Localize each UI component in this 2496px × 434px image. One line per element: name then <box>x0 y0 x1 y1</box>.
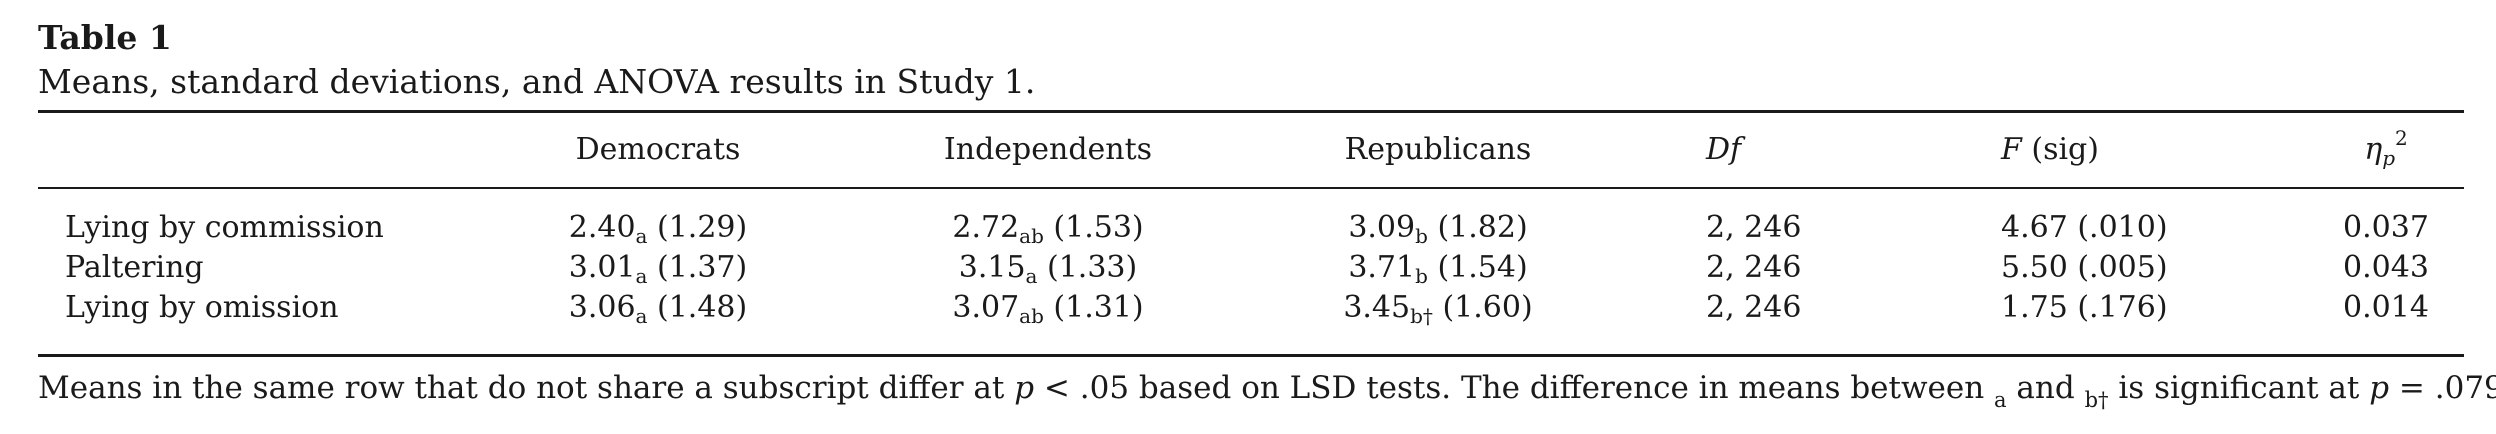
header-sig-text: (sig) <box>2021 132 2099 167</box>
table-label: Table 1 <box>38 18 172 57</box>
table-top-rule <box>38 110 2464 113</box>
cell-f-sig: 5.50 (.005) <box>2001 250 2168 285</box>
table-header-rule <box>38 187 2464 189</box>
mean-value: 3.71 <box>1348 250 1416 285</box>
note-text: < .05 based on LSD tests. The difference… <box>1034 370 1995 406</box>
group-subscript: ab <box>1019 224 1044 248</box>
cell-f-sig: 4.67 (.010) <box>2001 210 2168 245</box>
cell-independents: 2.72ab (1.53) <box>918 208 1178 248</box>
sd-value: (1.82) <box>1427 210 1528 245</box>
sd-value: (1.31) <box>1043 290 1144 325</box>
table-figure: Table 1 Means, standard deviations, and … <box>38 14 2496 411</box>
mean-value: 3.15 <box>958 250 1026 285</box>
note-p-symbol: p <box>2369 370 2390 406</box>
row-label: Paltering <box>65 250 204 285</box>
group-subscript: b <box>1415 224 1428 248</box>
header-eta-symbol: η <box>2364 132 2383 167</box>
table-caption: Means, standard deviations, and ANOVA re… <box>38 62 1036 101</box>
cell-eta-squared: 0.014 <box>2343 290 2429 325</box>
header-republicans: Republicans <box>1344 132 1532 167</box>
sd-value: (1.29) <box>647 210 748 245</box>
group-subscript: b <box>1415 264 1428 288</box>
mean-value: 3.09 <box>1348 210 1416 245</box>
group-subscript: ab <box>1019 304 1044 328</box>
mean-value: 3.45 <box>1343 290 1411 325</box>
sd-value: (1.48) <box>647 290 748 325</box>
cell-independents: 3.15a (1.33) <box>918 248 1178 288</box>
group-subscript: a <box>635 304 648 328</box>
sd-value: (1.60) <box>1432 290 1533 325</box>
header-eta-subscript: p <box>2382 146 2396 170</box>
table-row: Lying by omission 3.06a (1.48) 3.07ab (1… <box>38 288 2464 328</box>
cell-republicans: 3.45b† (1.60) <box>1308 288 1568 328</box>
mean-value: 3.06 <box>568 290 636 325</box>
note-text: is significant at <box>2108 370 2370 406</box>
sd-value: (1.33) <box>1037 250 1138 285</box>
cell-republicans: 3.09b (1.82) <box>1308 208 1568 248</box>
mean-value: 3.01 <box>568 250 636 285</box>
table-bottom-rule <box>38 354 2464 357</box>
cell-democrats: 3.01a (1.37) <box>558 248 758 288</box>
row-label: Lying by omission <box>65 290 339 325</box>
cell-eta-squared: 0.043 <box>2343 250 2429 285</box>
cell-df: 2, 246 <box>1706 210 1802 245</box>
cell-independents: 3.07ab (1.31) <box>918 288 1178 328</box>
note-subscript: a <box>1994 388 2007 412</box>
sd-value: (1.37) <box>647 250 748 285</box>
note-text: and <box>2006 370 2085 406</box>
header-f-letter: F <box>2001 132 2022 167</box>
cell-eta-squared: 0.037 <box>2343 210 2429 245</box>
header-independents: Independents <box>943 132 1153 167</box>
cell-f-sig: 1.75 (.176) <box>2001 290 2168 325</box>
cell-democrats: 2.40a (1.29) <box>558 208 758 248</box>
note-subscript: b† <box>2084 388 2109 412</box>
header-democrats: Democrats <box>575 132 741 167</box>
mean-value: 2.40 <box>568 210 636 245</box>
header-f-sig: F (sig) <box>2001 130 2201 170</box>
header-eta-squared: ηp2 <box>2316 128 2456 170</box>
group-subscript: a <box>635 264 648 288</box>
sd-value: (1.53) <box>1043 210 1144 245</box>
table-note: Means in the same row that do not share … <box>38 364 2496 412</box>
cell-democrats: 3.06a (1.48) <box>558 288 758 328</box>
table-header-row: Democrats Independents Republicans Df F … <box>38 128 2464 170</box>
cell-df: 2, 246 <box>1706 250 1802 285</box>
mean-value: 2.72 <box>952 210 1020 245</box>
header-df: Df <box>1706 132 1742 167</box>
note-text: = .079. <box>2398 370 2496 406</box>
table-row: Lying by commission 2.40a (1.29) 2.72ab … <box>38 208 2464 248</box>
note-p-symbol: p <box>1014 370 1035 406</box>
table-row: Paltering 3.01a (1.37) 3.15a (1.33) 3.71… <box>38 248 2464 288</box>
row-label: Lying by commission <box>65 210 384 245</box>
group-subscript: a <box>1025 264 1038 288</box>
note-text: Means in the same row that do not share … <box>38 370 1015 406</box>
mean-value: 3.07 <box>952 290 1020 325</box>
sd-value: (1.54) <box>1427 250 1528 285</box>
group-subscript: a <box>635 224 648 248</box>
header-eta-superscript: 2 <box>2395 126 2408 150</box>
group-subscript: b† <box>1410 304 1433 328</box>
cell-republicans: 3.71b (1.54) <box>1308 248 1568 288</box>
cell-df: 2, 246 <box>1706 290 1802 325</box>
